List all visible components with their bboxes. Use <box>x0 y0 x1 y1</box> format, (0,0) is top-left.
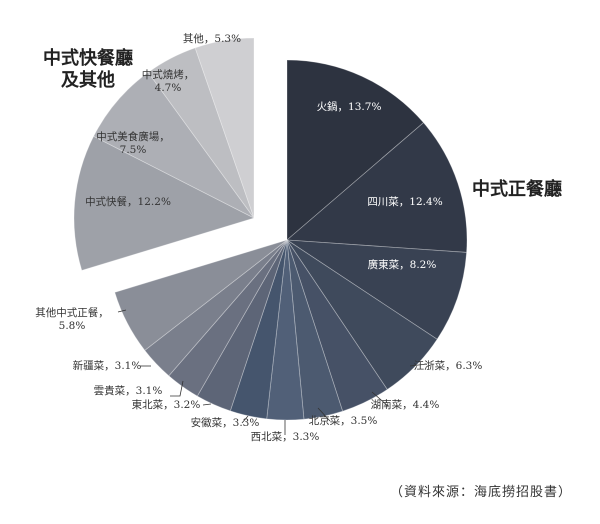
leader-line <box>202 403 212 406</box>
slice-label: 新疆菜，3.1% <box>73 359 142 372</box>
pie-slice <box>286 239 344 420</box>
pie-slice <box>93 71 255 219</box>
slice-label: 中式燒烤， 4.7% <box>142 68 195 94</box>
slice-label: 廣東菜，8.2% <box>368 258 437 271</box>
pie-slice <box>144 239 288 377</box>
slice-label: 雲貴菜，3.1% <box>94 384 163 397</box>
pie-slices <box>73 37 468 421</box>
pie-slice <box>286 239 388 412</box>
leader-line <box>317 407 331 422</box>
slice-label: 火鍋，13.7% <box>317 100 382 113</box>
slice-label: 東北菜，3.2% <box>132 398 201 411</box>
slice-label: 中式美食廣場， 7.5% <box>96 130 170 156</box>
pie-slice <box>194 37 255 219</box>
slice-label: 中式快餐，12.2% <box>85 195 171 208</box>
pie-slice <box>286 239 438 391</box>
pie-slice <box>286 59 425 241</box>
slice-label: 西北菜，3.3% <box>251 431 320 443</box>
slice-label: 四川菜，12.4% <box>367 196 442 208</box>
slice-label: 其他中式正餐， 5.8% <box>35 306 109 332</box>
slice-label: 湖南菜，4.4% <box>371 398 440 411</box>
pie-slice <box>229 239 288 420</box>
leader-line <box>170 380 184 397</box>
pie-slice <box>266 239 305 421</box>
leader-line <box>371 391 389 407</box>
pie-slice <box>168 239 288 397</box>
slice-label: 安徽菜，3.3% <box>191 416 260 429</box>
leader-line <box>409 363 428 367</box>
slice-label: 江浙菜，6.3% <box>414 360 483 372</box>
group-label-chinese-full-service: 中式正餐廳 <box>472 178 562 200</box>
pie-slice <box>196 239 288 412</box>
slice-labels: 火鍋，13.7% 四川菜，12.4% 廣東菜，8.2% 江浙菜，6.3% 湖南菜，4.4… <box>35 32 482 443</box>
pie-slice <box>286 122 468 253</box>
group-label-chinese-fast-food: 中式快餐廳及其他 <box>43 47 133 91</box>
slice-label: 其他，5.3% <box>183 32 241 45</box>
pie-slice <box>73 135 256 271</box>
leader-lines <box>117 309 428 435</box>
pie-slice <box>147 47 255 219</box>
slice-label: 北京菜，3.5% <box>309 414 378 427</box>
leader-line <box>117 309 127 313</box>
leader-line <box>241 415 249 424</box>
pie-slice <box>285 239 467 340</box>
source-note: （資料來源：海底撈招股書） <box>390 484 572 500</box>
pie-slice <box>114 239 288 351</box>
